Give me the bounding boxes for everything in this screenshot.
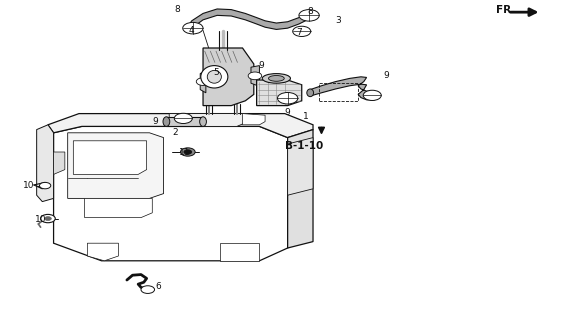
Polygon shape	[243, 114, 265, 125]
Circle shape	[41, 214, 55, 223]
Polygon shape	[48, 114, 313, 138]
Circle shape	[174, 113, 192, 124]
Circle shape	[196, 78, 210, 85]
Polygon shape	[54, 126, 288, 261]
Text: 9: 9	[285, 108, 290, 116]
Polygon shape	[37, 125, 54, 202]
Text: 8: 8	[307, 7, 313, 16]
Circle shape	[363, 90, 381, 100]
Ellipse shape	[262, 74, 290, 83]
Text: 8: 8	[175, 5, 180, 14]
Text: 11: 11	[179, 148, 191, 156]
Ellipse shape	[163, 117, 170, 126]
Circle shape	[248, 72, 262, 80]
Text: 9: 9	[384, 71, 389, 80]
Polygon shape	[85, 198, 152, 218]
Polygon shape	[189, 9, 313, 31]
Circle shape	[277, 92, 298, 104]
Text: 1: 1	[303, 112, 309, 121]
Circle shape	[183, 22, 203, 34]
Text: 5: 5	[213, 68, 219, 76]
Polygon shape	[288, 138, 313, 195]
Polygon shape	[288, 130, 313, 248]
Polygon shape	[257, 80, 302, 106]
Circle shape	[39, 182, 51, 189]
Polygon shape	[73, 141, 147, 174]
Circle shape	[45, 217, 51, 220]
Ellipse shape	[372, 92, 378, 99]
Text: 7: 7	[296, 28, 302, 36]
Text: FR.: FR.	[496, 4, 515, 15]
Text: 10: 10	[23, 181, 34, 190]
Text: 10: 10	[35, 215, 46, 224]
Polygon shape	[166, 117, 203, 126]
Circle shape	[184, 150, 192, 154]
Ellipse shape	[307, 89, 314, 97]
Polygon shape	[251, 66, 259, 86]
Circle shape	[141, 286, 155, 293]
Text: 9: 9	[258, 61, 264, 70]
Circle shape	[299, 10, 319, 21]
Ellipse shape	[201, 66, 228, 88]
Text: 2: 2	[172, 128, 178, 137]
Polygon shape	[310, 77, 375, 100]
Polygon shape	[169, 114, 248, 126]
Text: 4: 4	[189, 26, 195, 35]
Text: B-1-10: B-1-10	[285, 140, 324, 151]
Text: 9: 9	[152, 117, 158, 126]
Ellipse shape	[309, 11, 317, 18]
Circle shape	[180, 148, 195, 156]
Ellipse shape	[185, 24, 193, 32]
Text: 6: 6	[155, 282, 161, 291]
Polygon shape	[203, 48, 254, 106]
Ellipse shape	[207, 70, 221, 83]
Polygon shape	[54, 152, 65, 174]
Polygon shape	[87, 243, 118, 261]
Polygon shape	[220, 243, 259, 261]
Polygon shape	[200, 70, 206, 93]
Bar	[319, 83, 358, 101]
Polygon shape	[68, 133, 164, 198]
Ellipse shape	[200, 117, 206, 126]
Text: 3: 3	[336, 16, 341, 25]
Ellipse shape	[268, 76, 284, 81]
Circle shape	[293, 26, 311, 36]
